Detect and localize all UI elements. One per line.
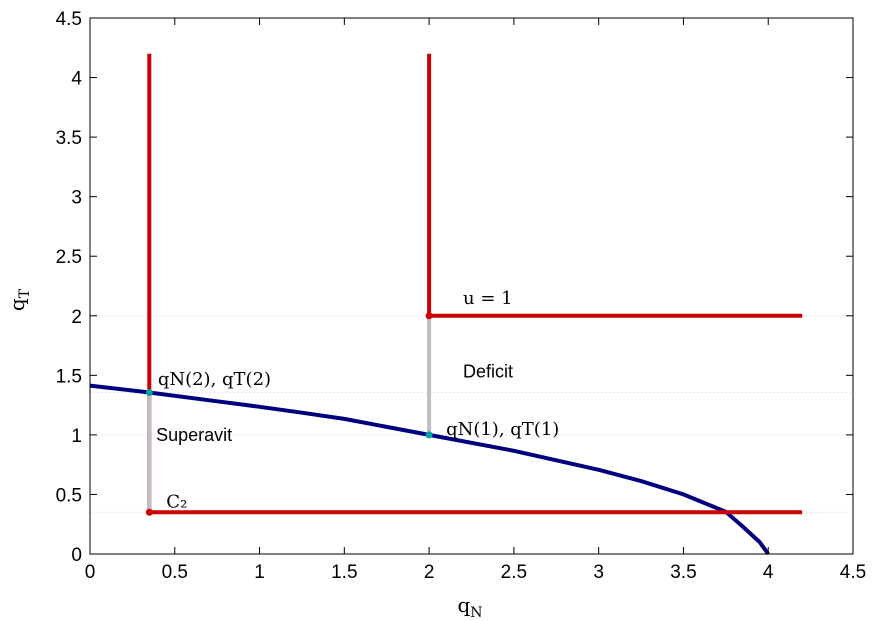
y-tick-label: 3 [71, 188, 82, 209]
y-tick-label: 1.5 [56, 366, 82, 387]
point-marker-3 [425, 431, 433, 439]
y-tick-label: 0 [71, 545, 82, 566]
x-tick-label: 1.5 [331, 562, 357, 583]
x-tick-label: 1 [254, 562, 265, 583]
y-axis-ticks: 0 0.5 1 1.5 2 2.5 3 3.5 4 4.5 [56, 9, 853, 566]
annotation-pt2: qN(2), qT(2) [158, 369, 271, 390]
point-marker-2 [145, 388, 153, 396]
x-tick-label: 3.5 [670, 562, 696, 583]
annotation-superavit: Superavit [156, 425, 232, 445]
y-tick-label: 2.5 [56, 247, 82, 268]
x-tick-label: 0.5 [162, 562, 188, 583]
annotation-pt1: qN(1), qT(1) [446, 419, 559, 440]
frontier-curve [89, 383, 770, 556]
x-axis-ticks: 0 0.5 1 1.5 2 2.5 3 3.5 4 4.5 [85, 18, 866, 583]
x-axis-label: qN [457, 593, 482, 621]
y-tick-label: 1 [71, 426, 82, 447]
annotation-deficit: Deficit [463, 362, 513, 382]
x-tick-label: 2 [424, 562, 435, 583]
x-tick-label: 4.5 [840, 562, 866, 583]
annotation-c2: C₂ [166, 492, 187, 513]
plot-background [90, 18, 853, 554]
annotations: u = 1 Deficit Superavit C₂ qN(2), qT(2) qN(1)… [156, 288, 559, 513]
point-marker-0 [145, 508, 153, 516]
y-tick-label: 4.5 [56, 9, 82, 30]
plot-frame [89, 17, 854, 555]
point-marker-1 [425, 312, 433, 320]
annotation-u1: u = 1 [463, 288, 513, 309]
x-tick-label: 2.5 [501, 562, 527, 583]
x-tick-label: 0 [85, 562, 96, 583]
x-tick-label: 4 [763, 562, 774, 583]
y-tick-label: 4 [71, 69, 82, 90]
y-axis-label: qT [5, 288, 33, 311]
markers [145, 312, 433, 516]
y-tick-label: 0.5 [56, 485, 82, 506]
x-tick-label: 3 [593, 562, 604, 583]
y-tick-label: 2 [71, 307, 82, 328]
y-tick-label: 3.5 [56, 128, 82, 149]
